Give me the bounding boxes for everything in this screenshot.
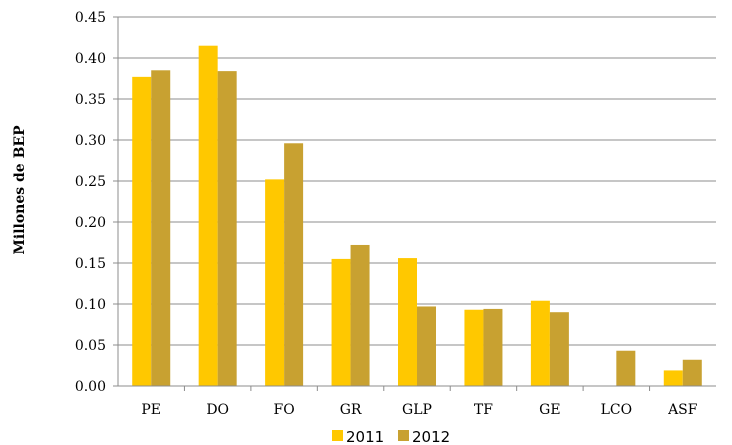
bar-2012-DO [217,71,237,387]
bar-2011-ASF [663,370,683,386]
y-tick-label: 0.05 [75,338,106,354]
bar-2012-FO [284,143,304,386]
y-tick-label: 0.00 [75,379,106,395]
bar-2011-TF [464,309,484,386]
y-tick-label: 0.15 [75,256,106,272]
legend-label-2011: 2011 [346,428,384,445]
x-tick-label: PE [141,402,161,418]
x-tick-label: GR [340,402,362,418]
y-tick-label: 0.20 [75,215,106,231]
bar-2012-LCO [616,350,636,386]
bar-2011-GE [530,300,550,386]
x-tick-label: ASF [667,402,698,418]
legend-swatch-2011 [332,430,343,441]
y-tick-label: 0.25 [75,174,106,190]
legend-label-2012: 2012 [412,428,450,445]
bar-2012-GR [350,244,370,386]
y-tick-label: 0.40 [75,51,106,67]
x-tick-label: TF [474,402,493,418]
y-tick-labels: 0.00 0.05 0.10 0.15 0.20 0.25 0.30 0.35 0.40 0.45 [75,10,106,395]
x-tick-label: GE [539,402,560,418]
y-tick-label: 0.30 [75,133,106,149]
bar-2012-ASF [682,359,702,386]
bar-2012-GE [549,312,569,386]
y-tick-label: 0.45 [75,10,106,26]
legend: 2011 2012 [332,428,450,445]
bar-2012-TF [483,308,503,386]
bar-2012-PE [151,70,171,387]
axes [117,17,716,391]
y-tick-label: 0.10 [75,297,106,313]
y-axis-title: Millones de BEP [12,125,28,255]
y-tick-label: 0.35 [75,92,106,108]
bars [132,45,702,387]
bar-2011-GR [331,258,351,386]
bar-2011-DO [198,45,218,386]
bar-2011-FO [265,179,285,386]
x-tick-label: FO [274,402,295,418]
bar-2012-GLP [417,306,436,386]
bar-2011-PE [132,76,152,387]
legend-swatch-2012 [398,430,409,441]
x-tick-label: DO [206,402,229,418]
bar-2011-GLP [398,258,417,386]
x-tick-label: LCO [601,402,633,418]
x-tick-labels: PE DO FO GR GLP TF GE LCO ASF [141,402,697,418]
x-tick-label: GLP [402,402,432,418]
